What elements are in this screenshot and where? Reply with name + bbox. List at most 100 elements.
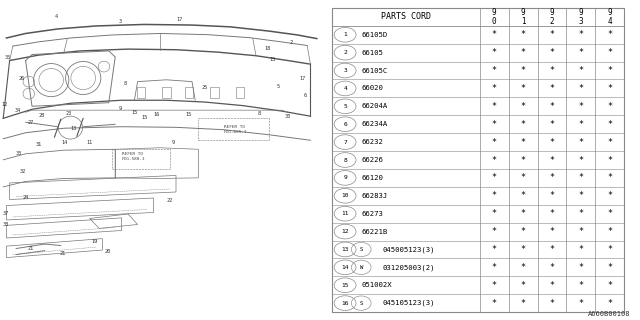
Text: 2: 2	[290, 40, 292, 45]
Text: *: *	[520, 191, 525, 200]
Text: 25: 25	[202, 85, 208, 90]
Text: 26: 26	[19, 76, 25, 81]
Text: 031205003(2): 031205003(2)	[383, 264, 435, 271]
Text: 5: 5	[343, 104, 347, 109]
Text: *: *	[579, 191, 583, 200]
Text: 15: 15	[141, 115, 147, 120]
Text: *: *	[520, 173, 525, 182]
Text: *: *	[492, 227, 497, 236]
Text: *: *	[607, 30, 612, 39]
Text: 66105C: 66105C	[361, 68, 387, 74]
Text: 11: 11	[341, 211, 349, 216]
Text: 34: 34	[15, 108, 20, 113]
Text: 15: 15	[341, 283, 349, 288]
Text: *: *	[607, 299, 612, 308]
Text: 6: 6	[343, 122, 347, 127]
Text: 66273: 66273	[361, 211, 383, 217]
Text: *: *	[607, 191, 612, 200]
Text: *: *	[579, 120, 583, 129]
Text: *: *	[550, 263, 554, 272]
Text: *: *	[607, 120, 612, 129]
Text: *: *	[520, 209, 525, 218]
Text: 051002X: 051002X	[361, 282, 392, 288]
Text: *: *	[607, 245, 612, 254]
Text: 66221B: 66221B	[361, 228, 387, 235]
Text: 9: 9	[118, 106, 122, 111]
Text: *: *	[607, 281, 612, 290]
Text: 66232: 66232	[361, 139, 383, 145]
Text: *: *	[520, 120, 525, 129]
Text: *: *	[550, 227, 554, 236]
Text: 18: 18	[264, 46, 270, 51]
Text: 66020: 66020	[361, 85, 383, 92]
Text: *: *	[607, 102, 612, 111]
Text: A660B00108: A660B00108	[588, 311, 630, 317]
Text: *: *	[492, 281, 497, 290]
Text: *: *	[492, 138, 497, 147]
Text: PARTS CORD: PARTS CORD	[381, 12, 431, 21]
Text: *: *	[520, 156, 525, 164]
Text: *: *	[520, 84, 525, 93]
Text: *: *	[520, 48, 525, 57]
Text: 9
0: 9 0	[492, 8, 497, 26]
Text: *: *	[579, 209, 583, 218]
Text: 1: 1	[343, 32, 347, 37]
Text: *: *	[492, 30, 497, 39]
Bar	[163, 87, 170, 98]
Text: *: *	[579, 173, 583, 182]
Text: 045005123(3): 045005123(3)	[383, 246, 435, 253]
Text: 16: 16	[341, 300, 349, 306]
Text: 31: 31	[35, 142, 42, 147]
Text: *: *	[492, 209, 497, 218]
Text: *: *	[550, 84, 554, 93]
Text: 9
3: 9 3	[579, 8, 583, 26]
Text: 66283J: 66283J	[361, 193, 387, 199]
Text: 66105: 66105	[361, 50, 383, 56]
Text: *: *	[492, 263, 497, 272]
Text: 045105123(3): 045105123(3)	[383, 300, 435, 306]
Text: 24: 24	[22, 195, 29, 200]
Text: 11: 11	[86, 140, 93, 145]
Text: 66204A: 66204A	[361, 103, 387, 109]
Text: *: *	[550, 245, 554, 254]
Text: *: *	[550, 299, 554, 308]
Text: 19: 19	[92, 239, 97, 244]
Text: 33: 33	[16, 151, 22, 156]
Text: *: *	[579, 66, 583, 75]
Text: 9: 9	[343, 175, 347, 180]
Bar	[112, 149, 170, 169]
Text: *: *	[579, 263, 583, 272]
Bar	[198, 118, 269, 140]
Text: *: *	[579, 227, 583, 236]
Text: 37: 37	[3, 212, 9, 216]
Text: 7: 7	[343, 140, 347, 145]
Text: 5: 5	[277, 84, 280, 89]
Text: *: *	[607, 263, 612, 272]
Text: S: S	[360, 300, 363, 306]
Text: *: *	[607, 138, 612, 147]
Bar	[184, 87, 193, 98]
Text: *: *	[520, 281, 525, 290]
Text: *: *	[492, 84, 497, 93]
Text: *: *	[550, 30, 554, 39]
Text: *: *	[550, 120, 554, 129]
Text: 23: 23	[66, 111, 72, 116]
Text: *: *	[520, 138, 525, 147]
Text: *: *	[520, 227, 525, 236]
Bar	[137, 87, 145, 98]
Text: 38: 38	[3, 222, 9, 227]
Text: *: *	[579, 48, 583, 57]
Text: *: *	[492, 245, 497, 254]
Text: S: S	[360, 247, 363, 252]
Text: *: *	[550, 102, 554, 111]
Text: *: *	[550, 209, 554, 218]
Text: *: *	[579, 156, 583, 164]
Text: *: *	[579, 102, 583, 111]
Text: *: *	[579, 30, 583, 39]
Text: *: *	[550, 281, 554, 290]
Text: 15: 15	[186, 112, 192, 117]
Text: *: *	[579, 138, 583, 147]
Text: 66105D: 66105D	[361, 32, 387, 38]
Text: W: W	[360, 265, 363, 270]
Text: *: *	[520, 263, 525, 272]
